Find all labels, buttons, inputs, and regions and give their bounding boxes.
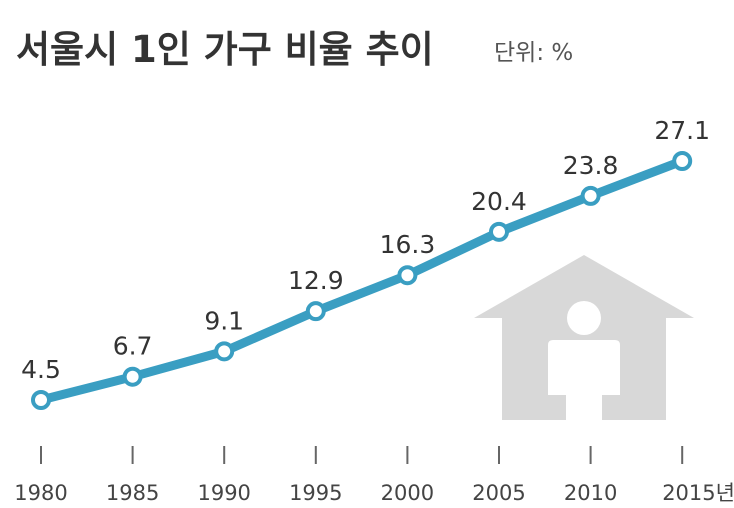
value-label-2005: 20.4 bbox=[471, 187, 527, 216]
data-point-1995 bbox=[305, 301, 326, 322]
data-point-2015년 bbox=[672, 151, 693, 171]
chart-unit: 단위: % bbox=[494, 40, 573, 66]
value-label-1990: 9.1 bbox=[204, 306, 244, 335]
data-point-1980 bbox=[31, 390, 51, 410]
value-label-1980: 4.5 bbox=[21, 355, 61, 384]
value-label-2015년: 27.1 bbox=[654, 116, 710, 145]
series-line bbox=[36, 156, 687, 405]
value-label-2010: 23.8 bbox=[563, 151, 619, 180]
data-point-2010 bbox=[580, 185, 601, 206]
tick-label-2000: 2000 bbox=[381, 481, 434, 505]
tick-label-1985: 1985 bbox=[106, 481, 159, 505]
tick-label-1980: 1980 bbox=[14, 481, 67, 505]
value-label-2000: 16.3 bbox=[380, 230, 436, 259]
tick-label-2015년: 2015년 bbox=[662, 481, 734, 505]
chart-title: 서울시 1인 가구 비율 추이 bbox=[16, 28, 434, 71]
tick-label-1990: 1990 bbox=[197, 481, 250, 505]
value-label-1985: 6.7 bbox=[113, 332, 153, 361]
data-point-2000 bbox=[397, 265, 418, 286]
data-point-2005 bbox=[489, 221, 509, 242]
value-label-1995: 12.9 bbox=[288, 266, 344, 295]
series-markers bbox=[31, 151, 693, 410]
tick-label-2010: 2010 bbox=[564, 481, 617, 505]
data-point-1990 bbox=[214, 341, 235, 362]
house-shape bbox=[474, 255, 694, 420]
data-labels: 4.5 6.7 9.1 12.9 16.3 20.4 23.8 27.1 bbox=[21, 116, 710, 384]
person-head bbox=[567, 301, 601, 335]
person-body bbox=[548, 340, 620, 420]
x-axis-tick-labels: 1980 1985 1990 1995 2000 2005 2010 2015년 bbox=[14, 481, 734, 505]
data-point-1985 bbox=[122, 366, 143, 387]
series-line-group bbox=[36, 156, 687, 405]
tick-label-1995: 1995 bbox=[289, 481, 342, 505]
x-axis-ticks bbox=[40, 446, 684, 464]
house-person-icon bbox=[474, 255, 694, 420]
tick-label-2005: 2005 bbox=[472, 481, 525, 505]
